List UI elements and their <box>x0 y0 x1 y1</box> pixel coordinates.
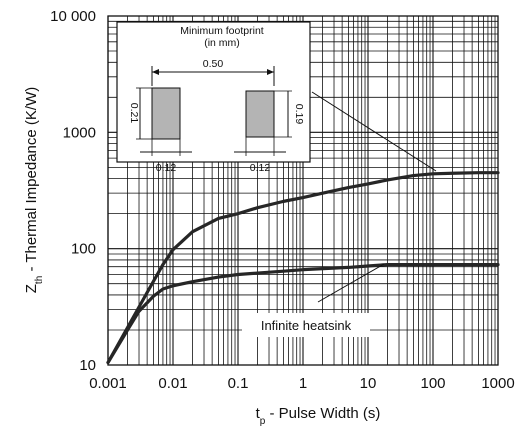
x-tick-label: 1000 <box>481 375 514 392</box>
x-tick-label: 0.001 <box>89 375 127 392</box>
y-tick-label: 10 <box>79 357 96 374</box>
spacing-arrow-left <box>152 69 159 75</box>
y-axis-title: Zth - Thermal Impedance (K/W) <box>23 87 45 293</box>
left-pad-width-label: 0.12 <box>156 162 177 174</box>
series-layer <box>106 171 500 365</box>
plot-frame <box>107 15 499 366</box>
inset-leader-line <box>311 91 437 172</box>
x-tick-label: 0.01 <box>158 375 187 392</box>
right-pad <box>245 90 275 138</box>
left-pad-height-label: 0.21 <box>128 103 140 124</box>
x-tick-label: 10 <box>360 375 377 392</box>
infinite-heatsink-label: Infinite heatsink <box>261 318 352 333</box>
heatsink-leader-line <box>317 263 385 303</box>
spacing-label: 0.50 <box>203 58 224 70</box>
y-tick-label: 100 <box>71 241 96 258</box>
inset-title: Minimum footprint <box>180 25 264 37</box>
series-line-2 <box>106 262 500 365</box>
y-tick-label: 1000 <box>63 124 96 141</box>
tick-labels: 0.001 0.01 0.1 1 10 100 1000 10 100 1000 10 000 <box>50 8 515 392</box>
x-tick-label: 100 <box>420 375 445 392</box>
left-pad <box>151 87 181 140</box>
heatsink-label-bg <box>242 313 370 337</box>
right-pad-height-label: 0.19 <box>293 104 305 125</box>
x-tick-label: 0.1 <box>228 375 249 392</box>
y-tick-label: 10 000 <box>50 8 96 25</box>
series-line-1 <box>106 171 500 365</box>
annotation-layer: Infinite heatsink <box>242 91 437 337</box>
x-tick-label: 1 <box>299 375 307 392</box>
right-pad-width-label: 0.12 <box>250 162 271 174</box>
inset-subtitle: (in mm) <box>204 37 240 49</box>
spacing-arrow-right <box>267 69 274 75</box>
x-axis-title: tp - Pulse Width (s) <box>256 405 381 427</box>
footprint-inset: Minimum footprint(in mm) 0.50 0.21 0.19 0.12… <box>116 21 311 174</box>
